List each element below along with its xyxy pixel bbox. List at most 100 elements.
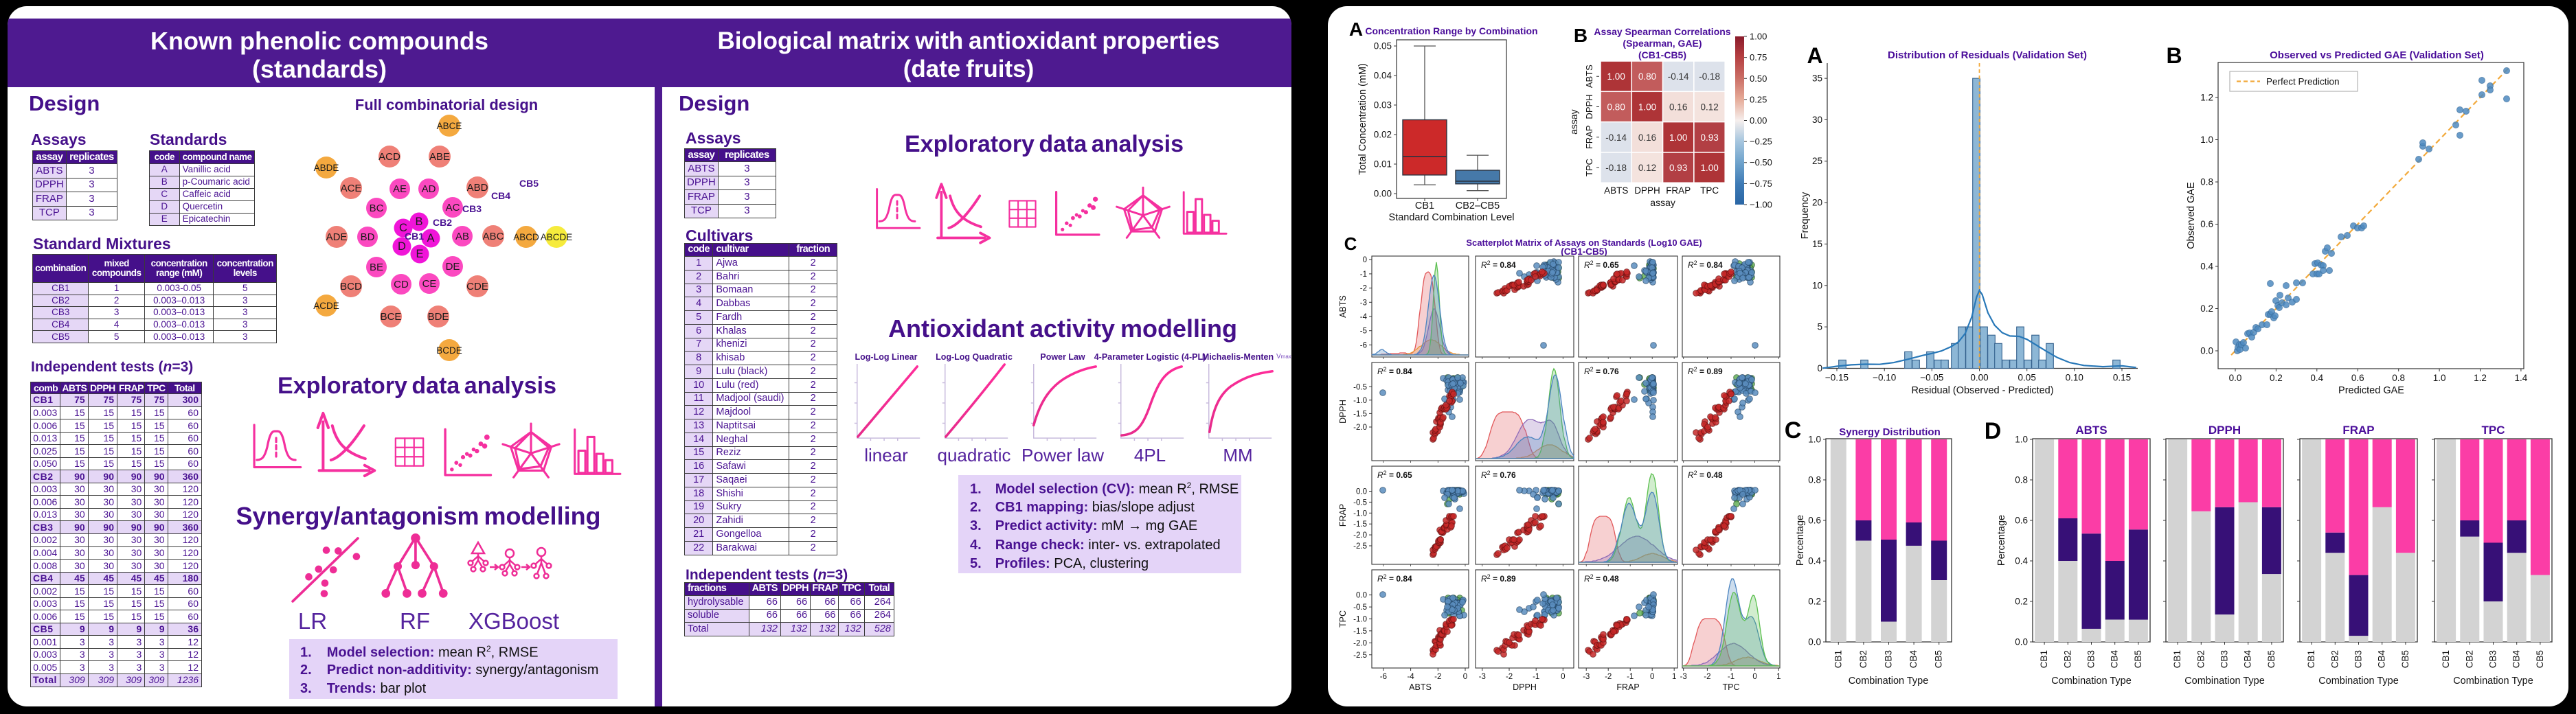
svg-text:A: A bbox=[1349, 19, 1363, 40]
svg-text:0.8: 0.8 bbox=[2015, 475, 2028, 485]
svg-text:30: 30 bbox=[1812, 115, 1822, 125]
svg-text:D: D bbox=[398, 240, 406, 253]
svg-text:1.2: 1.2 bbox=[2200, 93, 2213, 103]
svg-text:-0.5: -0.5 bbox=[1353, 383, 1367, 391]
svg-text:CB5: CB5 bbox=[1934, 650, 1944, 668]
svg-text:Observed GAE: Observed GAE bbox=[2186, 182, 2197, 249]
svg-text:ABTS: ABTS bbox=[1338, 295, 1348, 318]
svg-text:0.2: 0.2 bbox=[2270, 373, 2283, 383]
svg-text:0.93: 0.93 bbox=[1669, 163, 1687, 173]
svg-text:CB5: CB5 bbox=[519, 178, 539, 189]
svg-text:0.93: 0.93 bbox=[1700, 133, 1718, 143]
svg-text:R2 = 0.76: R2 = 0.76 bbox=[1584, 366, 1619, 376]
svg-text:Scatterplot Matrix of Assays o: Scatterplot Matrix of Assays on Standard… bbox=[1466, 238, 1702, 248]
svg-text:ABCE: ABCE bbox=[437, 121, 462, 131]
svg-text:0.4: 0.4 bbox=[2200, 262, 2213, 272]
svg-text:0.4: 0.4 bbox=[2310, 373, 2323, 383]
svg-text:Predicted GAE: Predicted GAE bbox=[2338, 385, 2404, 396]
svg-text:-2: -2 bbox=[1704, 673, 1710, 681]
svg-text:R2 = 0.76: R2 = 0.76 bbox=[1481, 470, 1516, 480]
svg-text:0.75: 0.75 bbox=[1750, 52, 1767, 62]
svg-text:CB2: CB2 bbox=[2329, 650, 2340, 668]
svg-text:CB3: CB3 bbox=[2353, 650, 2364, 668]
svg-text:(CB1-CB5): (CB1-CB5) bbox=[1638, 49, 1686, 60]
svg-text:1.4: 1.4 bbox=[2515, 373, 2528, 383]
svg-text:1.2: 1.2 bbox=[2474, 373, 2487, 383]
svg-text:-1: -1 bbox=[1533, 673, 1539, 681]
svg-text:-3: -3 bbox=[1360, 299, 1367, 307]
svg-text:0: 0 bbox=[1752, 673, 1756, 681]
svg-text:CB1: CB1 bbox=[1415, 200, 1434, 211]
svg-text:CB3: CB3 bbox=[2086, 650, 2097, 668]
svg-text:assay: assay bbox=[1568, 109, 1579, 135]
svg-text:-1: -1 bbox=[1360, 270, 1367, 279]
svg-text:Concentration Range by Combina: Concentration Range by Combination bbox=[1365, 25, 1537, 36]
svg-text:R2 = 0.48: R2 = 0.48 bbox=[1584, 573, 1619, 584]
svg-text:Combination Type: Combination Type bbox=[1849, 676, 1929, 687]
svg-text:ABTS: ABTS bbox=[1409, 682, 1432, 692]
svg-text:15: 15 bbox=[1812, 239, 1822, 249]
svg-text:CB1: CB1 bbox=[405, 231, 424, 242]
svg-text:CB4: CB4 bbox=[2110, 650, 2120, 669]
svg-text:25: 25 bbox=[1812, 156, 1822, 166]
svg-text:0: 0 bbox=[1363, 256, 1367, 264]
svg-text:CB1: CB1 bbox=[2306, 650, 2316, 668]
svg-text:1.00: 1.00 bbox=[1669, 133, 1687, 143]
svg-text:0.16: 0.16 bbox=[1669, 102, 1687, 113]
svg-text:-2: -2 bbox=[1434, 673, 1441, 681]
svg-text:0.4: 0.4 bbox=[2015, 556, 2028, 566]
svg-text:-1.0: -1.0 bbox=[1353, 509, 1367, 518]
svg-text:0: 0 bbox=[1561, 673, 1565, 681]
svg-text:AD: AD bbox=[422, 183, 436, 195]
svg-text:D: D bbox=[1985, 418, 2002, 444]
svg-text:-3: -3 bbox=[1583, 673, 1590, 681]
svg-text:0.80: 0.80 bbox=[1607, 102, 1625, 113]
svg-text:0.05: 0.05 bbox=[1374, 41, 1392, 51]
svg-text:CB5: CB5 bbox=[2400, 650, 2410, 668]
svg-text:CB4: CB4 bbox=[491, 190, 510, 201]
svg-text:0.2: 0.2 bbox=[2015, 597, 2028, 607]
svg-text:-0.14: -0.14 bbox=[1605, 133, 1627, 143]
svg-text:ABCD: ABCD bbox=[513, 232, 539, 242]
svg-text:Combination Type: Combination Type bbox=[2051, 676, 2132, 687]
svg-text:-1.5: -1.5 bbox=[1353, 520, 1367, 529]
svg-text:R2 = 0.84: R2 = 0.84 bbox=[1481, 260, 1516, 270]
svg-text:−0.50: −0.50 bbox=[1750, 157, 1772, 168]
svg-text:DPPH: DPPH bbox=[2208, 424, 2241, 437]
svg-text:(Spearman, GAE): (Spearman, GAE) bbox=[1623, 38, 1702, 49]
svg-text:Observed vs Predicted GAE (Val: Observed vs Predicted GAE (Validation Se… bbox=[2270, 49, 2484, 61]
svg-text:0.80: 0.80 bbox=[1638, 71, 1656, 82]
svg-text:0.03: 0.03 bbox=[1374, 100, 1392, 111]
svg-text:10: 10 bbox=[1812, 280, 1822, 290]
svg-text:R2 = 0.89: R2 = 0.89 bbox=[1688, 366, 1723, 376]
svg-text:CB3: CB3 bbox=[1884, 650, 1894, 668]
svg-text:-0.18: -0.18 bbox=[1699, 71, 1720, 82]
svg-text:−0.15: −0.15 bbox=[1825, 373, 1849, 383]
svg-text:CB2: CB2 bbox=[2195, 650, 2206, 668]
svg-text:-1.5: -1.5 bbox=[1353, 410, 1367, 418]
svg-text:FRAP: FRAP bbox=[1338, 504, 1348, 527]
svg-text:FRAP: FRAP bbox=[1616, 682, 1639, 692]
svg-text:Standard Combination Level: Standard Combination Level bbox=[1389, 212, 1515, 223]
svg-text:0.0: 0.0 bbox=[2015, 637, 2028, 647]
svg-text:CB3: CB3 bbox=[462, 203, 482, 214]
svg-text:-2: -2 bbox=[1360, 285, 1367, 293]
svg-text:−0.75: −0.75 bbox=[1750, 178, 1772, 189]
svg-text:-6: -6 bbox=[1380, 673, 1387, 681]
svg-text:0.8: 0.8 bbox=[2200, 177, 2213, 187]
svg-text:CB5: CB5 bbox=[2535, 650, 2545, 668]
svg-text:CB2: CB2 bbox=[433, 217, 452, 228]
svg-text:-4: -4 bbox=[1407, 673, 1414, 681]
svg-text:ABE: ABE bbox=[429, 151, 450, 163]
svg-text:DPPH: DPPH bbox=[1634, 185, 1660, 196]
svg-text:CB1: CB1 bbox=[2441, 650, 2451, 668]
svg-text:0.00: 0.00 bbox=[1970, 373, 1988, 383]
svg-text:0.12: 0.12 bbox=[1700, 102, 1718, 113]
svg-text:ADE: ADE bbox=[326, 231, 348, 243]
svg-text:Synergy Distribution: Synergy Distribution bbox=[1839, 426, 1941, 438]
svg-text:CB2: CB2 bbox=[1858, 650, 1868, 668]
svg-text:CB4: CB4 bbox=[2511, 650, 2522, 669]
svg-text:0.10: 0.10 bbox=[2066, 373, 2083, 383]
svg-text:0.0: 0.0 bbox=[1808, 637, 1821, 647]
svg-text:Percentage: Percentage bbox=[1795, 515, 1806, 566]
